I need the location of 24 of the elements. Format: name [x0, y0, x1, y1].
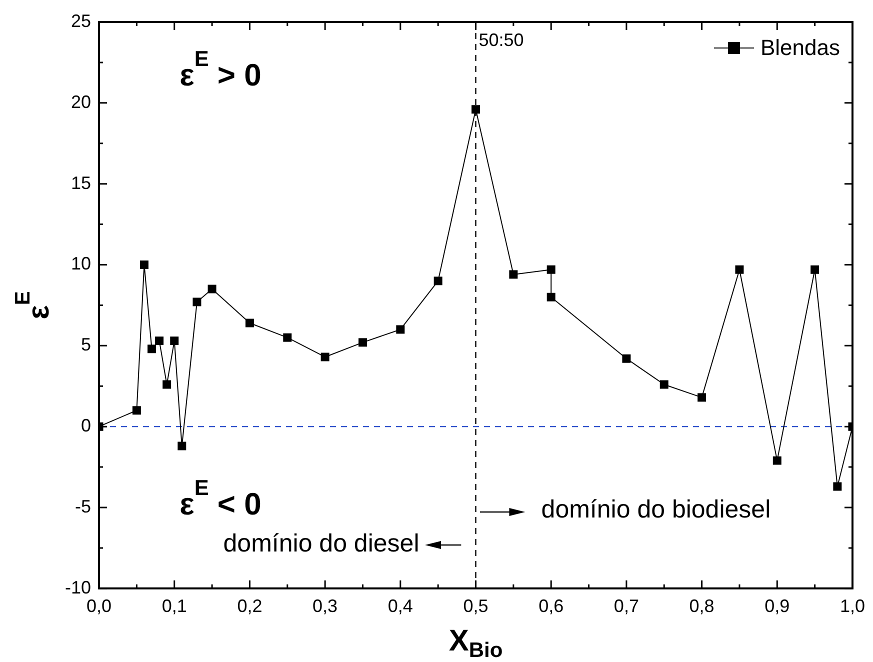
x-tick-label: 0,4 — [388, 596, 413, 616]
x-tick-label: 0,3 — [312, 596, 338, 616]
x-tick-label: 0,9 — [764, 596, 790, 616]
x-tick-label: 0,1 — [162, 596, 187, 616]
x-tick-label: 0,8 — [689, 596, 714, 616]
y-tick-label: -10 — [65, 577, 92, 598]
x-tick-label: 0,5 — [463, 596, 488, 616]
x-tick-label: 0,6 — [538, 596, 564, 616]
y-tick-label: 25 — [70, 10, 92, 31]
x-tick-label: 0,0 — [86, 596, 112, 616]
annotation: domínio do biodiesel — [541, 496, 771, 524]
annotation: domínio do diesel — [223, 530, 420, 558]
y-tick-label: -5 — [75, 496, 92, 516]
x-tick-label: 1,0 — [840, 596, 866, 616]
y-tick-label: 15 — [70, 172, 92, 193]
ref-line-label: 50:50 — [478, 30, 524, 50]
y-tick-label: 10 — [70, 254, 92, 274]
y-tick-label: 5 — [81, 334, 92, 355]
x-tick-label: 0,7 — [614, 596, 639, 616]
y-axis-title: εE — [11, 291, 56, 320]
legend-label: Blendas — [760, 34, 840, 62]
y-tick-label: 20 — [70, 92, 92, 112]
y-tick-label: 0 — [81, 416, 92, 436]
x-tick-label: 0,2 — [237, 596, 262, 616]
